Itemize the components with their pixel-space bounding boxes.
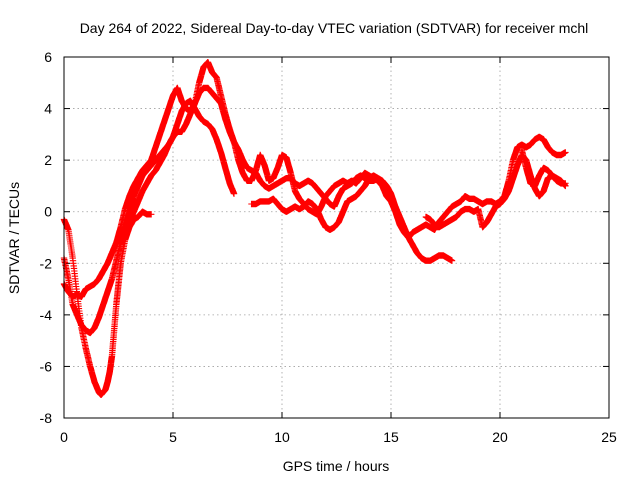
x-axis-label: GPS time / hours — [283, 458, 390, 474]
y-tick-label: -6 — [40, 358, 53, 374]
y-tick-label: 6 — [44, 49, 52, 65]
plot-frame — [63, 56, 610, 419]
series-track-c — [60, 59, 569, 300]
y-tick-label: -8 — [40, 410, 53, 426]
y-tick-label: -4 — [40, 307, 53, 323]
grid — [64, 57, 609, 418]
data-point-markers — [60, 59, 569, 300]
x-tick-label: 15 — [383, 429, 399, 445]
x-tick-label: 20 — [492, 429, 508, 445]
data-points — [60, 59, 569, 398]
series-track-e — [248, 172, 382, 233]
x-tick-label: 5 — [169, 429, 177, 445]
x-tick-label: 0 — [60, 429, 68, 445]
data-point-markers — [248, 172, 382, 233]
data-point-markers — [518, 146, 569, 190]
x-tick-label: 25 — [601, 429, 617, 445]
y-tick-label: 2 — [44, 152, 52, 168]
y-tick-label: -2 — [40, 255, 53, 271]
y-tick-label: 4 — [44, 101, 52, 117]
series-track-g — [518, 146, 569, 190]
y-axis-label: SDTVAR / TECUs — [6, 182, 22, 294]
chart-title: Day 264 of 2022, Sidereal Day-to-day VTE… — [80, 20, 589, 36]
x-tick-label: 10 — [274, 429, 290, 445]
y-tick-label: 0 — [44, 204, 52, 220]
